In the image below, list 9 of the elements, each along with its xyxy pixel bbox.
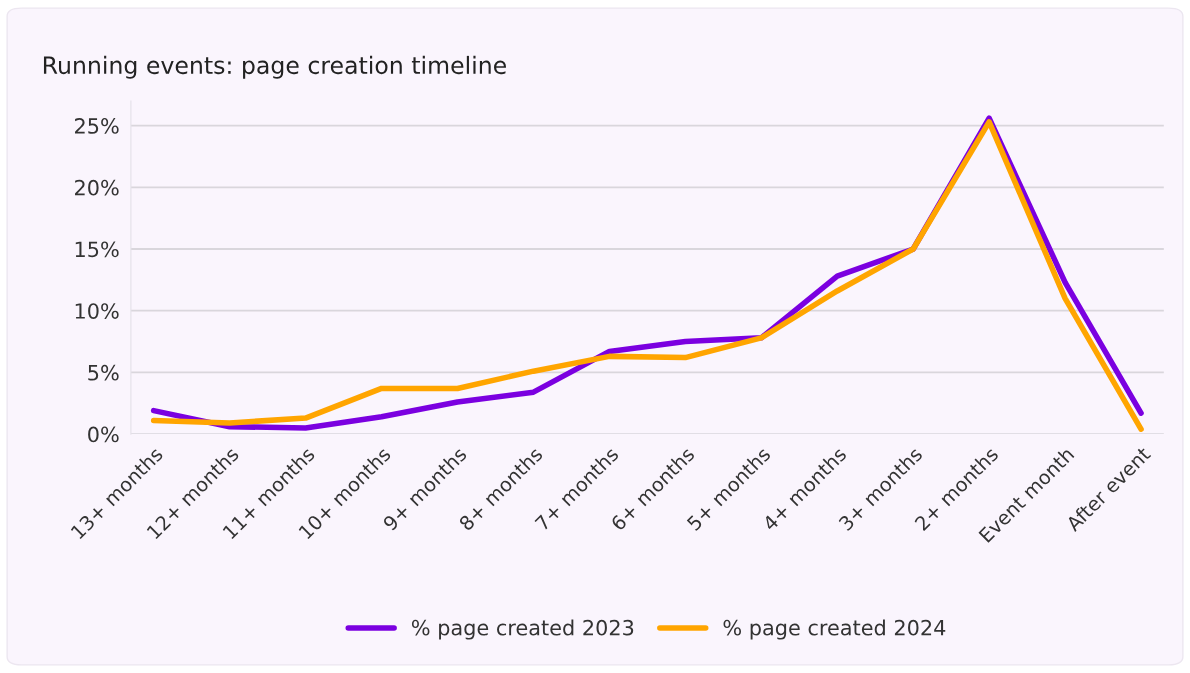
legend-label: % page created 2024 xyxy=(723,619,946,640)
chart-title: Running events: page creation timeline xyxy=(43,55,506,79)
y-tick-label: 5% xyxy=(88,364,119,381)
y-tick-label: 20% xyxy=(75,179,119,196)
y-tick-label: 25% xyxy=(75,118,119,134)
y-tick-label: 15% xyxy=(75,241,119,258)
legend-label: % page created 2023 xyxy=(411,619,634,640)
y-tick-label: 10% xyxy=(75,303,119,319)
y-tick-label: 0% xyxy=(88,426,119,443)
